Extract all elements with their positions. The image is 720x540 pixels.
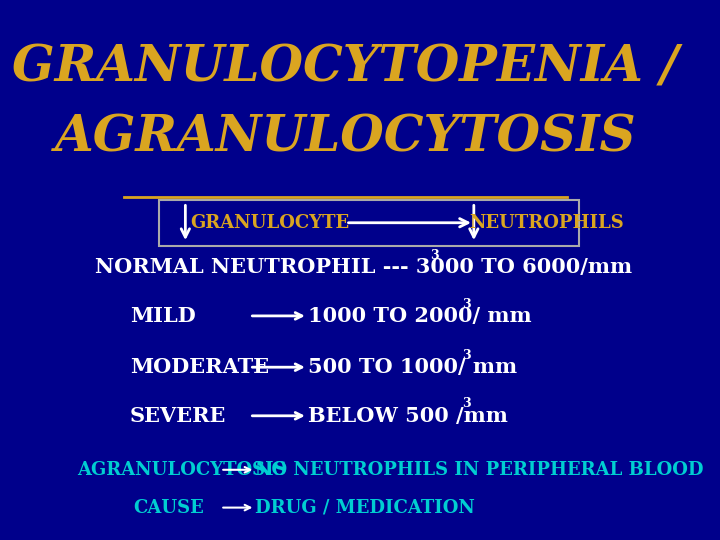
Text: 3: 3 — [462, 298, 471, 310]
Text: CAUSE: CAUSE — [133, 498, 204, 517]
Text: 3: 3 — [462, 349, 471, 362]
Text: MODERATE: MODERATE — [130, 357, 269, 377]
Text: BELOW 500 /mm: BELOW 500 /mm — [307, 406, 508, 426]
Text: AGRANULOCYTOSIS: AGRANULOCYTOSIS — [55, 113, 636, 163]
Text: SEVERE: SEVERE — [130, 406, 226, 426]
Text: 500 TO 1000/ mm: 500 TO 1000/ mm — [307, 357, 517, 377]
Text: GRANULOCYTE: GRANULOCYTE — [190, 214, 349, 232]
FancyBboxPatch shape — [159, 200, 579, 246]
Text: 1000 TO 2000/ mm: 1000 TO 2000/ mm — [307, 306, 531, 326]
Text: NO NEUTROPHILS IN PERIPHERAL BLOOD: NO NEUTROPHILS IN PERIPHERAL BLOOD — [256, 461, 703, 479]
Text: DRUG / MEDICATION: DRUG / MEDICATION — [256, 498, 475, 517]
Text: 3: 3 — [462, 397, 471, 410]
Text: AGRANULOCYTOSIS: AGRANULOCYTOSIS — [78, 461, 287, 479]
Text: MILD: MILD — [130, 306, 196, 326]
Text: NORMAL NEUTROPHIL --- 3000 TO 6000/mm: NORMAL NEUTROPHIL --- 3000 TO 6000/mm — [95, 257, 632, 278]
Text: NEUTROPHILS: NEUTROPHILS — [469, 214, 624, 232]
Text: GRANULOCYTOPENIA /: GRANULOCYTOPENIA / — [12, 43, 679, 92]
Text: 3: 3 — [430, 249, 438, 262]
